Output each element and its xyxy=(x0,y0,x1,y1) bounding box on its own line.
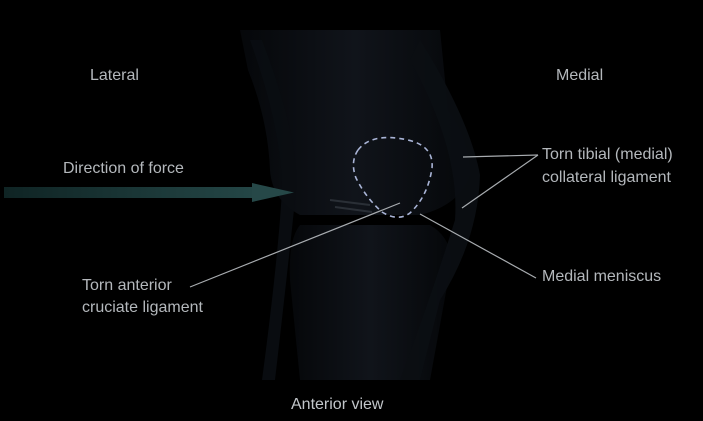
view-caption: Anterior view xyxy=(291,396,384,413)
medial-label: Medial xyxy=(556,67,604,84)
medial-soft-tissue xyxy=(400,40,480,380)
tibia-shape xyxy=(289,225,451,380)
lateral-label: Lateral xyxy=(90,67,139,84)
force-arrow xyxy=(4,183,294,202)
leader-tibial-lower xyxy=(461,154,539,209)
femur-shape xyxy=(240,30,470,215)
lateral-soft-tissue xyxy=(250,40,297,380)
leader-torn-acl xyxy=(189,202,401,288)
leader-tibial-upper xyxy=(462,154,539,158)
medial-meniscus-label: Medial meniscus xyxy=(542,268,662,285)
force-direction-label: Direction of force xyxy=(63,160,184,177)
dashed-injury-outline xyxy=(352,136,433,219)
leader-lines xyxy=(189,154,539,288)
torn-tibial-label-line2: collateral ligament xyxy=(542,169,671,186)
leader-medial-meniscus xyxy=(419,213,537,279)
torn-acl-fibers xyxy=(329,199,373,213)
torn-tibial-label-line1: Torn tibial (medial) xyxy=(542,146,673,163)
torn-acl-label-line1: Torn anterior xyxy=(82,277,172,294)
torn-acl-label-line2: cruciate ligament xyxy=(82,299,203,316)
